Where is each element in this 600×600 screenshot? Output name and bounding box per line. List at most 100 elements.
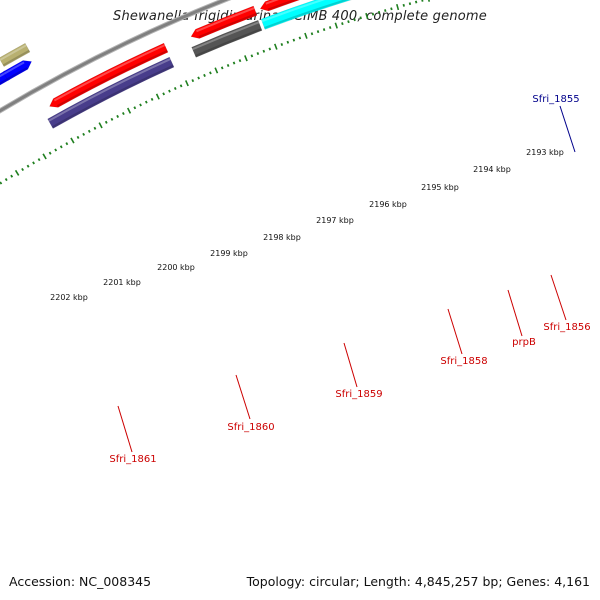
inner-minor-tick xyxy=(421,0,424,2)
inner-minor-tick xyxy=(262,49,266,53)
inner-minor-tick xyxy=(390,7,393,11)
label-sfri-1859-leader xyxy=(343,342,358,388)
inner-major-tick xyxy=(396,3,400,11)
sfri-1860-cds-shadow xyxy=(198,12,257,38)
topology-text: Topology: circular; Length: 4,845,257 bp… xyxy=(246,574,590,589)
inner-minor-tick xyxy=(384,9,387,13)
inner-minor-tick xyxy=(10,174,14,178)
inner-minor-tick xyxy=(256,52,260,56)
inner-minor-tick xyxy=(116,114,120,118)
kbp-tick-label: 2200 kbp xyxy=(157,263,195,272)
genome-backbone xyxy=(0,0,232,114)
backbone-line xyxy=(0,0,229,113)
inner-minor-tick xyxy=(48,151,52,155)
inner-minor-tick xyxy=(232,61,236,65)
kbp-tick-label: 2194 kbp xyxy=(473,165,511,174)
inner-minor-tick xyxy=(121,112,125,116)
label-layer: 2193 kbp 2194 kbp 2195 kbp 2196 kbp 2197 kbp… xyxy=(50,94,590,465)
feature-layer xyxy=(0,0,352,129)
inner-major-tick xyxy=(304,32,308,39)
forward-gene-small xyxy=(2,60,32,81)
inner-minor-tick xyxy=(347,20,350,24)
label-sfri-1855-leader xyxy=(559,105,576,153)
forward-gene-small-shadow xyxy=(6,67,28,81)
sfri-1861-gene xyxy=(47,56,175,129)
inner-major-tick xyxy=(428,0,431,2)
inner-minor-tick xyxy=(162,92,166,96)
inner-minor-tick xyxy=(292,38,296,42)
inner-major-tick xyxy=(70,137,75,144)
inner-minor-tick xyxy=(65,142,69,146)
label-sfri-1858: Sfri_1858 xyxy=(440,356,487,367)
outer-tick-track xyxy=(0,0,600,4)
label-sfri-1856: Sfri_1856 xyxy=(543,322,590,333)
inner-major-tick xyxy=(14,169,20,176)
inner-minor-tick xyxy=(144,100,148,104)
sfri-1861-cds-shadow xyxy=(56,49,168,107)
inner-minor-tick xyxy=(220,66,224,70)
inner-minor-tick xyxy=(203,73,206,77)
sfri-1861-cds xyxy=(49,42,169,108)
kbp-tick-label: 2202 kbp xyxy=(50,293,88,302)
inner-minor-tick xyxy=(209,71,212,75)
inner-major-tick xyxy=(127,107,132,114)
sfri-1860-gene xyxy=(191,19,263,58)
kbp-tick-label: 2195 kbp xyxy=(421,183,459,192)
kbp-tick-label: 2196 kbp xyxy=(369,200,407,209)
inner-minor-tick xyxy=(133,106,137,110)
label-sfri-1858-leader xyxy=(447,308,463,355)
inner-major-tick xyxy=(155,93,160,100)
inner-major-tick xyxy=(184,80,189,87)
inner-minor-tick xyxy=(298,36,302,40)
inner-minor-tick xyxy=(179,84,183,88)
olive-gene-shadow xyxy=(2,49,30,67)
inner-minor-tick xyxy=(82,132,86,136)
kbp-tick-label: 2201 kbp xyxy=(103,278,141,287)
label-sfri-1861-leader xyxy=(117,405,133,453)
olive-gene-highlight xyxy=(0,44,27,61)
inner-minor-tick xyxy=(322,28,326,32)
label-sfri-1856-leader xyxy=(550,274,567,321)
inner-minor-tick xyxy=(37,158,41,162)
sfri-1860-gene-highlight xyxy=(192,21,260,51)
inner-minor-tick xyxy=(32,161,35,165)
inner-minor-tick xyxy=(286,40,290,44)
inner-minor-tick xyxy=(0,181,3,185)
inner-minor-tick xyxy=(110,117,114,121)
sfri-1860-gene-shadow xyxy=(195,28,262,57)
inner-minor-tick xyxy=(414,0,418,4)
kbp-tick-label: 2199 kbp xyxy=(210,249,248,258)
inner-major-tick xyxy=(365,12,369,20)
inner-minor-tick xyxy=(377,10,381,14)
inner-minor-tick xyxy=(328,26,332,30)
forward-gene-small-highlight xyxy=(3,61,25,75)
inner-minor-tick xyxy=(104,120,108,124)
sfri-1860-cds xyxy=(190,5,258,39)
label-sfri-1855: Sfri_1855 xyxy=(532,94,579,105)
inner-minor-tick xyxy=(341,22,344,26)
label-prpb-leader xyxy=(507,289,523,337)
sfri-1860-cds-highlight xyxy=(195,7,255,33)
inner-minor-tick xyxy=(250,54,254,58)
inner-minor-tick xyxy=(26,164,30,168)
olive-gene xyxy=(0,42,31,68)
inner-minor-tick xyxy=(238,59,242,63)
inner-minor-tick xyxy=(371,12,375,16)
inner-minor-tick xyxy=(54,148,58,152)
inner-minor-tick xyxy=(87,129,91,133)
inner-minor-tick xyxy=(280,42,284,46)
inner-minor-tick xyxy=(168,89,171,93)
kbp-tick-label: 2198 kbp xyxy=(263,233,301,242)
inner-minor-tick xyxy=(139,103,142,107)
inner-tick-track xyxy=(0,0,431,185)
sfri-1861-gene-highlight xyxy=(48,58,171,122)
sfri-1861-gene-shadow xyxy=(51,64,174,129)
inner-minor-tick xyxy=(402,3,405,7)
inner-major-tick xyxy=(274,43,278,50)
inner-minor-tick xyxy=(197,76,200,80)
inner-minor-tick xyxy=(353,18,356,22)
inner-minor-tick xyxy=(173,86,177,90)
inner-major-tick xyxy=(244,55,248,62)
inner-minor-tick xyxy=(4,178,8,182)
